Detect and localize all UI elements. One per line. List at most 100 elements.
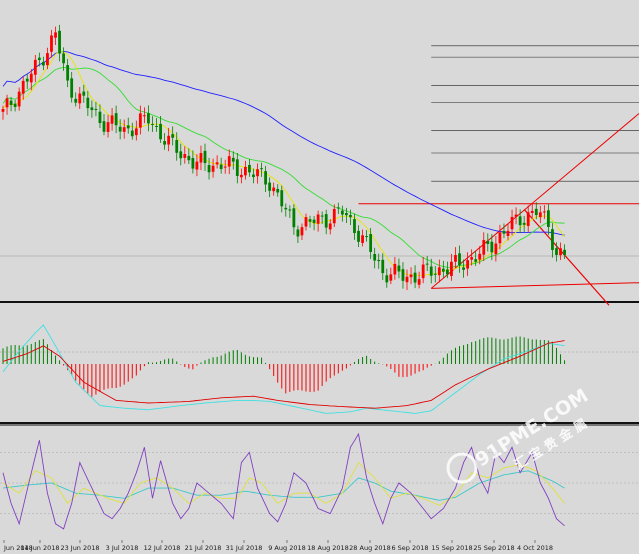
candle	[147, 105, 150, 132]
candle-body	[219, 164, 223, 170]
candle-body	[171, 134, 175, 138]
candle-body	[417, 279, 421, 285]
candle	[397, 258, 401, 279]
candle-body	[437, 267, 441, 276]
candle	[171, 126, 175, 146]
candle	[429, 258, 433, 284]
candle	[248, 158, 251, 177]
candle-body	[276, 188, 280, 193]
time-tick-label: 28 Aug 2018	[349, 544, 391, 552]
candle-body	[345, 213, 348, 216]
candle	[300, 223, 304, 241]
candle	[70, 72, 74, 103]
candle-body	[534, 208, 538, 216]
candle-body	[409, 274, 413, 278]
candle	[5, 94, 9, 115]
candle-body	[458, 253, 461, 266]
candle-body	[530, 210, 534, 213]
candle-body	[490, 241, 494, 253]
candle	[518, 209, 522, 234]
candle	[215, 155, 219, 169]
candle	[54, 26, 57, 45]
candle-body	[106, 122, 110, 132]
candle-body	[46, 53, 49, 66]
candle	[211, 158, 215, 178]
candle-body	[377, 259, 381, 262]
candle-body	[235, 159, 239, 176]
candle-body	[555, 248, 558, 255]
candle-body	[179, 151, 183, 159]
candle-body	[280, 190, 284, 207]
candle-body	[494, 243, 498, 255]
rising-trendline	[430, 113, 639, 289]
candle	[252, 168, 255, 184]
candle-body	[478, 253, 482, 260]
candle	[106, 114, 110, 138]
candle-body	[361, 235, 364, 243]
candle-body	[17, 91, 21, 107]
candle	[227, 149, 231, 175]
candle-body	[211, 165, 215, 172]
candle	[340, 205, 344, 222]
candle-body	[42, 61, 45, 66]
candle	[486, 233, 490, 252]
candle-body	[365, 236, 368, 238]
candle	[349, 209, 352, 225]
candle	[425, 256, 429, 272]
candle-body	[195, 161, 199, 170]
candle	[25, 74, 29, 89]
time-tick-label: 23 Jun 2018	[60, 544, 99, 552]
candle	[498, 224, 502, 250]
candle	[42, 56, 45, 71]
candle-body	[90, 107, 94, 111]
candle-body	[522, 222, 526, 225]
candle	[559, 242, 562, 260]
candle	[256, 163, 259, 184]
candle-body	[296, 229, 300, 237]
candle-body	[340, 210, 344, 215]
candle	[203, 143, 207, 171]
candle	[377, 253, 381, 269]
candle	[235, 152, 239, 184]
candle	[530, 204, 534, 218]
ma-slow-line	[2, 50, 565, 236]
stoch-signal-line	[2, 470, 565, 501]
candle	[466, 252, 469, 276]
candle-body	[559, 248, 562, 256]
candle	[413, 265, 417, 289]
candle	[151, 116, 154, 132]
candle	[122, 119, 126, 139]
time-tick-label: 14 Jun 2018	[20, 544, 59, 552]
candle-body	[482, 240, 486, 255]
candle	[264, 165, 267, 192]
candle-body	[183, 154, 187, 158]
candle-body	[29, 73, 33, 83]
candle-body	[239, 174, 243, 178]
time-tick-label: 4 Oct 2018	[517, 544, 553, 552]
candle-body	[159, 123, 162, 140]
candle-body	[373, 253, 377, 261]
candle-body	[102, 121, 106, 132]
candle	[33, 54, 37, 83]
candle-body	[264, 171, 267, 185]
candle-body	[74, 98, 78, 103]
candle	[280, 185, 284, 213]
main-price-panel	[1, 24, 639, 306]
candle-body	[421, 264, 425, 279]
candle-body	[413, 272, 417, 283]
candle-body	[446, 269, 449, 275]
candle-body	[450, 261, 453, 276]
candle	[126, 117, 130, 134]
candle-body	[563, 249, 566, 255]
candle-body	[256, 169, 259, 177]
candle-body	[288, 209, 292, 211]
candle-body	[248, 164, 251, 173]
candle	[450, 253, 453, 281]
candle-body	[332, 208, 336, 224]
candle	[98, 104, 102, 129]
candle	[219, 157, 223, 174]
candle	[441, 260, 445, 278]
candle	[312, 216, 316, 231]
candle	[191, 150, 195, 174]
candle-body	[466, 260, 469, 269]
